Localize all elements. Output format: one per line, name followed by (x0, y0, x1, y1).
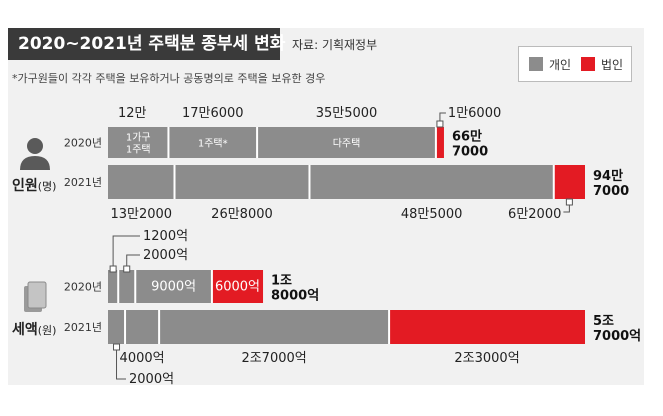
bar-segment-1-1-0 (108, 310, 126, 344)
row-label-1-0: 2020년 (64, 281, 102, 294)
legend: 개인 법인 (518, 46, 632, 82)
value-label-1-1-0: 2000억 (129, 372, 174, 387)
callout-marker-1-0-0 (109, 265, 117, 273)
callout-line-0-0-3 (439, 112, 446, 121)
value-label-0-1-1: 26만8000 (211, 207, 273, 222)
legend-label-individual: 개인 (549, 58, 572, 72)
section-unit-tax: (원) (37, 324, 57, 337)
bar-segment-0-1-0 (108, 165, 175, 199)
section-unit-people: (명) (37, 180, 57, 193)
row-label-0-0: 2020년 (64, 137, 102, 150)
bar-segment-0-0-3 (435, 127, 444, 158)
row-label-1-1: 2021년 (64, 321, 102, 334)
value-label-0-1-3: 6만2000 (508, 207, 561, 222)
legend-swatch-individual (529, 57, 543, 71)
callout-line-1-1-0 (116, 350, 126, 380)
row-total-label-0-0: 66만 7000 (452, 129, 488, 160)
bar-inner-label-0-0-0: 1가구 1주택 (126, 132, 151, 156)
bar-segment-0-0-1 (168, 127, 258, 158)
value-label-1-1-2: 2조7000억 (241, 351, 306, 366)
person-icon (20, 138, 50, 170)
callout-marker-1-1-0 (113, 343, 121, 351)
section-name-people: 인원 (12, 178, 38, 194)
bar-segment-1-0-0 (108, 270, 119, 303)
section-label-tax: 세액(원) (12, 319, 56, 339)
bar-segment-0-1-2 (309, 165, 554, 199)
legend-swatch-corporate (581, 57, 595, 71)
bar-segment-0-1-3 (553, 165, 585, 199)
value-label-1-1-3: 2조3000억 (454, 351, 519, 366)
callout-marker-0-1-3 (565, 198, 573, 206)
row-total-label-0-1: 94만 7000 (593, 168, 629, 199)
row-total-label-1-0: 1조 8000억 (271, 274, 319, 304)
bar-inner-label-0-0-2: 다주택 (333, 138, 361, 150)
section-name-tax: 세액 (12, 322, 38, 338)
value-label-1-0-1: 2000억 (143, 248, 188, 263)
row-label-0-1: 2021년 (64, 176, 102, 189)
legend-label-corporate: 법인 (601, 58, 624, 72)
value-label-1-1-1: 4000억 (120, 351, 165, 366)
value-label-0-0-0: 12만 (118, 106, 147, 121)
bar-segment-1-0-2 (135, 270, 212, 303)
value-label-0-0-3: 1만6000 (448, 106, 501, 121)
bar-inner-label-1-0-3: 6000억 (215, 280, 260, 295)
bar-inner-label-1-0-2: 9000억 (151, 280, 196, 295)
chart-title: 2020~2021년 주택분 종부세 변화 (8, 28, 285, 60)
callout-line-1-0-0 (112, 235, 140, 266)
bar-segment-1-0-3 (211, 270, 264, 303)
bar-segment-1-0-1 (118, 270, 136, 303)
value-label-0-1-0: 13만2000 (110, 207, 172, 222)
bar-segment-1-1-2 (159, 310, 390, 344)
callout-line-1-0-1 (126, 254, 140, 266)
footnote: *가구원들이 각각 주택을 보유하거나 공동명의로 주택을 보유한 경우 (12, 72, 326, 85)
callout-marker-1-0-1 (123, 265, 131, 273)
source-text: 자료: 기획재정부 (292, 38, 378, 52)
value-label-0-0-2: 35만5000 (316, 106, 378, 121)
callout-line-0-1-3 (563, 205, 570, 213)
section-label-people: 인원(명) (12, 175, 56, 195)
value-label-1-0-0: 1200억 (143, 229, 188, 244)
value-label-0-1-2: 48만5000 (401, 207, 463, 222)
bar-segment-0-0-2 (257, 127, 436, 158)
callout-marker-0-0-3 (436, 120, 444, 128)
value-label-0-0-1: 17만6000 (182, 106, 244, 121)
bar-segment-1-1-3 (389, 310, 585, 344)
bar-segment-0-0-0 (108, 127, 169, 158)
row-total-label-1-1: 5조 7000억 (593, 314, 641, 344)
money-icon (24, 281, 47, 312)
bar-segment-0-1-1 (174, 165, 310, 199)
bar-segment-1-1-1 (125, 310, 160, 344)
bar-inner-label-0-0-1: 1주택* (198, 138, 228, 150)
